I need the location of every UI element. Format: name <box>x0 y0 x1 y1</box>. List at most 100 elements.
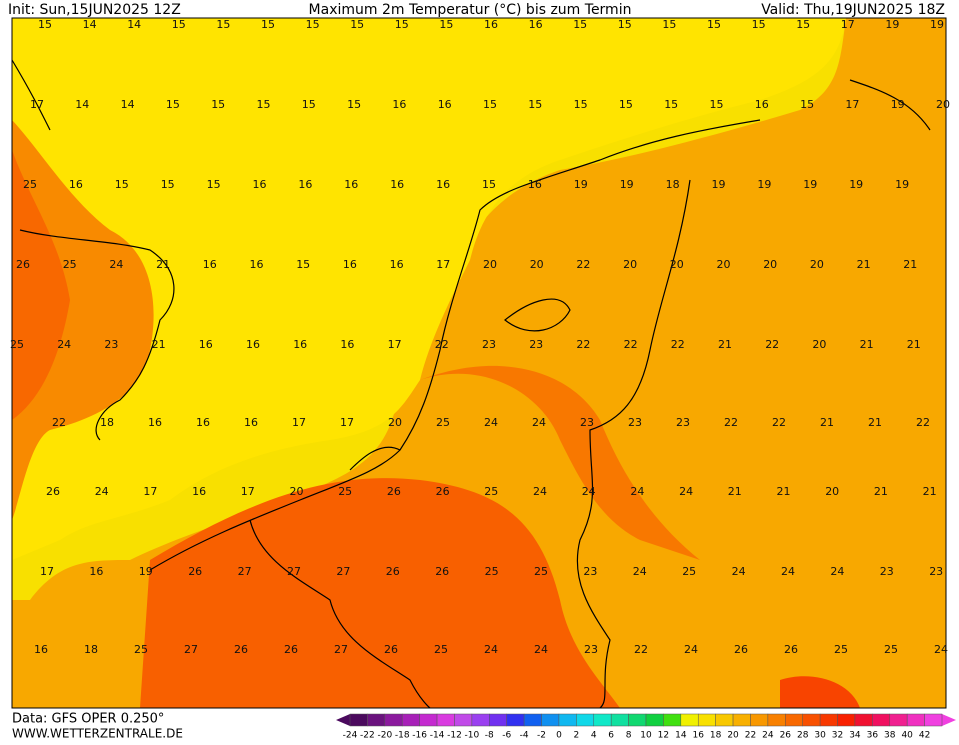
temperature-value: 25 <box>63 258 77 271</box>
temperature-value: 14 <box>75 98 89 111</box>
temperature-value: 19 <box>620 178 634 191</box>
scale-swatch <box>715 713 734 727</box>
scale-swatch <box>349 713 368 727</box>
scale-label: 42 <box>919 731 930 741</box>
temperature-value: 15 <box>662 18 676 31</box>
scale-label: -12 <box>447 731 462 741</box>
temperature-value: 21 <box>728 485 742 498</box>
temperature-value: 16 <box>244 416 258 429</box>
temperature-value: 19 <box>712 178 726 191</box>
temperature-value: 21 <box>923 485 937 498</box>
temperature-value: 20 <box>763 258 777 271</box>
temperature-value: 22 <box>671 338 685 351</box>
scale-label: 30 <box>814 731 826 741</box>
temperature-value: 23 <box>583 565 597 578</box>
temperature-value: 16 <box>192 485 206 498</box>
temperature-value: 18 <box>84 643 98 656</box>
scale-label: 22 <box>745 731 756 741</box>
scale-swatch <box>924 713 943 727</box>
temperature-grid: 15 14 14 15 15 15 15 15 15 15 16 16 15 15 15 15 15 15 17 19… <box>10 18 950 656</box>
temperature-value: 19 <box>803 178 817 191</box>
scale-swatch <box>750 713 769 727</box>
temperature-value: 24 <box>484 416 498 429</box>
temperature-value: 17 <box>292 416 306 429</box>
scale-label: 4 <box>591 731 597 741</box>
temperature-value: 27 <box>287 565 301 578</box>
temperature-value: 21 <box>907 338 921 351</box>
temperature-value: 24 <box>95 485 109 498</box>
temperature-value: 23 <box>676 416 690 429</box>
temperature-value: 26 <box>234 643 248 656</box>
color-scale: -24 -22 -20 -18 -16 -14 -12 -10 -8 -6 -4 -2 0 2 4 6 8 10 1… <box>336 713 956 741</box>
temperature-value: 20 <box>388 416 402 429</box>
temperature-value: 21 <box>156 258 170 271</box>
temperature-value: 26 <box>188 565 202 578</box>
temperature-value: 16 <box>344 178 358 191</box>
temperature-value: 17 <box>841 18 855 31</box>
temperature-value: 20 <box>812 338 826 351</box>
temperature-value: 16 <box>528 178 542 191</box>
temperature-value: 25 <box>834 643 848 656</box>
temperature-value: 19 <box>930 18 944 31</box>
scale-arrow-right <box>942 714 956 726</box>
temperature-value: 15 <box>574 98 588 111</box>
temperature-value: 15 <box>161 178 175 191</box>
temperature-value: 20 <box>936 98 950 111</box>
temperature-value: 27 <box>336 565 350 578</box>
scale-swatch <box>872 713 891 727</box>
temperature-value: 21 <box>777 485 791 498</box>
temperature-value: 16 <box>390 258 404 271</box>
scale-swatch <box>384 713 403 727</box>
scale-label: 10 <box>640 731 652 741</box>
temperature-value: 16 <box>34 643 48 656</box>
scale-label: -10 <box>465 731 480 741</box>
temperature-value: 23 <box>104 338 118 351</box>
temperature-value: 15 <box>302 98 316 111</box>
temperature-value: 20 <box>530 258 544 271</box>
scale-label: -22 <box>360 731 375 741</box>
temperature-value: 20 <box>810 258 824 271</box>
scale-swatch <box>506 713 525 727</box>
temperature-value: 15 <box>115 178 129 191</box>
temperature-value: 27 <box>184 643 198 656</box>
temperature-value: 26 <box>16 258 30 271</box>
temperature-value: 23 <box>482 338 496 351</box>
scale-swatch <box>523 713 542 727</box>
temperature-value: 27 <box>238 565 252 578</box>
temperature-value: 15 <box>172 18 186 31</box>
temperature-value: 22 <box>52 416 66 429</box>
temperature-value: 22 <box>435 338 449 351</box>
scale-label: 2 <box>573 731 579 741</box>
temperature-value: 24 <box>533 485 547 498</box>
temperature-value: 24 <box>109 258 123 271</box>
temperature-value: 16 <box>148 416 162 429</box>
scale-label: 26 <box>780 731 792 741</box>
temperature-value: 21 <box>874 485 888 498</box>
scale-swatch <box>819 713 838 727</box>
temperature-value: 19 <box>849 178 863 191</box>
temperature-value: 15 <box>618 18 632 31</box>
temperature-value: 24 <box>630 485 644 498</box>
temperature-value: 16 <box>298 178 312 191</box>
temperature-value: 19 <box>885 18 899 31</box>
scale-label: 34 <box>849 731 861 741</box>
temperature-value: 26 <box>46 485 60 498</box>
temperature-value: 15 <box>350 18 364 31</box>
temperature-value: 22 <box>576 258 590 271</box>
temperature-value: 25 <box>485 565 499 578</box>
temperature-value: 25 <box>534 565 548 578</box>
temperature-value: 16 <box>343 258 357 271</box>
map-frame <box>11 17 947 709</box>
temperature-value: 15 <box>796 18 810 31</box>
scale-label: 32 <box>832 731 843 741</box>
temperature-value: 25 <box>134 643 148 656</box>
scale-swatch <box>489 713 507 727</box>
temperature-value: 16 <box>392 98 406 111</box>
scale-swatch <box>593 713 612 727</box>
scale-arrow-left <box>336 714 350 726</box>
temperature-value: 25 <box>434 643 448 656</box>
temperature-value: 23 <box>628 416 642 429</box>
temperature-value: 21 <box>152 338 166 351</box>
temperature-value: 23 <box>529 338 543 351</box>
